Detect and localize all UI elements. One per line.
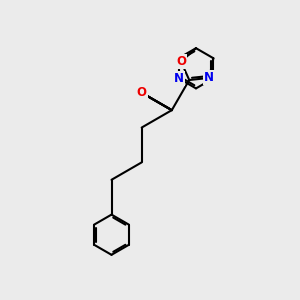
Text: O: O <box>137 86 147 99</box>
Text: O: O <box>176 55 186 68</box>
Text: N: N <box>174 72 184 85</box>
Text: N: N <box>204 71 214 84</box>
